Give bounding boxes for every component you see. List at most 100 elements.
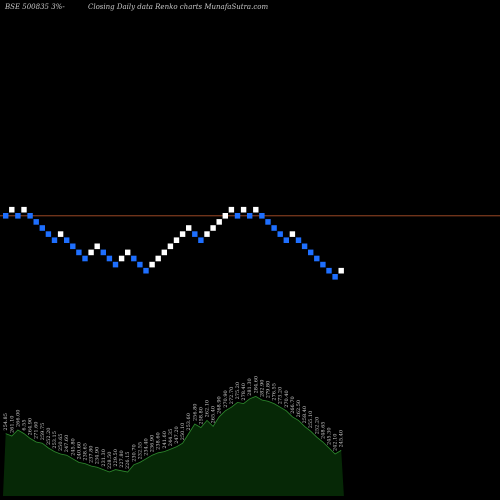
volume-area [3,396,344,496]
volume-label: 240.60 [76,442,82,460]
renko-brick [326,267,332,274]
renko-brick [33,219,39,225]
volume-label: 268.90 [217,396,223,414]
volume-label: 247.20 [174,426,180,444]
volume-label: 238.60 [156,432,162,450]
volume-label: 256.80 [192,404,198,422]
volume-label: 242.10 [333,434,339,452]
renko-brick [301,243,308,250]
renko-brick [204,231,210,237]
renko-brick [100,249,106,256]
renko-brick [15,213,21,219]
renko-brick [283,237,289,243]
renko-brick [51,237,58,243]
volume-label: 255.10 [308,411,314,429]
chart-title: BSE 500835 3%- [4,3,65,11]
volume-label: 230.70 [131,444,137,462]
volume-label: 234.40 [144,438,150,456]
renko-brick [106,255,113,262]
renko-brick [314,255,320,262]
volume-label: 266.70 [290,396,296,414]
volume-label: 244.35 [168,429,174,447]
volume-line [5,395,342,473]
volume-label: 259.75 [40,423,46,441]
volume-label: 250.65 [58,434,64,452]
volume-label: 6.55 [22,419,28,430]
volume-label: 264.90 [28,418,34,436]
volume-label: 231.30 [101,449,107,467]
renko-brick [198,237,204,243]
renko-brick [149,261,155,268]
renko-brick [76,249,82,256]
renko-brick [228,206,235,213]
renko-brick [45,231,52,237]
volume-label: 248.65 [320,422,326,440]
renko-brick [155,255,161,262]
renko-brick [179,231,186,237]
volume-label: 276.55 [272,383,278,401]
renko-brick [118,255,125,262]
renko-brick [265,219,271,225]
renko-brick [338,267,344,274]
volume-label: 237.80 [89,446,95,464]
volume-label: 247.60 [64,435,70,453]
renko-brick [295,237,302,243]
renko-brick [289,231,296,237]
renko-brick [320,261,326,268]
renko-brick [137,261,143,268]
volume-label: 245.80 [70,438,76,456]
volume-label: 232.55 [137,442,143,460]
renko-brick [253,206,259,213]
volume-label: 238.65 [83,443,89,461]
renko-brick [3,213,9,219]
renko-brick [222,213,228,219]
renko-bricks [3,206,344,280]
renko-brick [167,243,174,250]
volume-label: 245.30 [327,428,333,446]
renko-brick [210,225,216,231]
volume-label: 258.80 [198,407,204,425]
renko-brick [186,225,192,231]
volume-label: 229.50 [113,449,119,467]
renko-brick [216,219,222,225]
renko-brick [112,261,119,268]
volume-label: 272.70 [229,387,235,405]
renko-brick [271,225,277,231]
volume-label: 252.20 [314,417,320,435]
volume-label: 284.60 [253,376,259,394]
volume-label: 245.40 [339,430,345,448]
volume-label: 273.20 [278,387,284,405]
renko-brick [143,267,149,274]
renko-brick [9,206,15,213]
volume-labels: 254.85 261.10 266.00 6.55 264.90 271.60 259.75… [3,376,345,469]
volume-label: 281.30 [247,378,253,396]
renko-brick [277,231,283,237]
volume-label: 278.40 [241,383,247,401]
volume-label: 279.80 [266,381,272,399]
renko-brick [192,231,198,237]
renko-brick [21,206,27,213]
renko-brick [27,213,33,219]
volume-label: 250.10 [180,423,186,441]
renko-brick [240,206,247,213]
volume-label: 262.50 [296,400,302,418]
volume-label: 270.40 [284,390,290,408]
renko-brick [125,249,131,256]
renko-brick [64,237,70,243]
volume-label: 234.90 [95,447,101,465]
renko-brick [308,249,314,256]
renko-brick [57,231,64,237]
renko-brick [247,213,253,219]
volume-label: 282.90 [259,380,265,398]
renko-brick [332,274,338,280]
volume-label: 262.10 [205,400,211,418]
volume-label: 266.00 [15,410,21,428]
volume-label: 252.20 [46,428,52,446]
volume-label: 271.60 [34,422,40,440]
volume-label: 236.90 [150,435,156,453]
chart-caption: Closing Daily data Renko charts MunafaSu… [88,3,268,11]
volume-label: 270.90 [223,390,229,408]
volume-label: 241.60 [162,431,168,449]
volume-label: 253.15 [52,431,58,449]
